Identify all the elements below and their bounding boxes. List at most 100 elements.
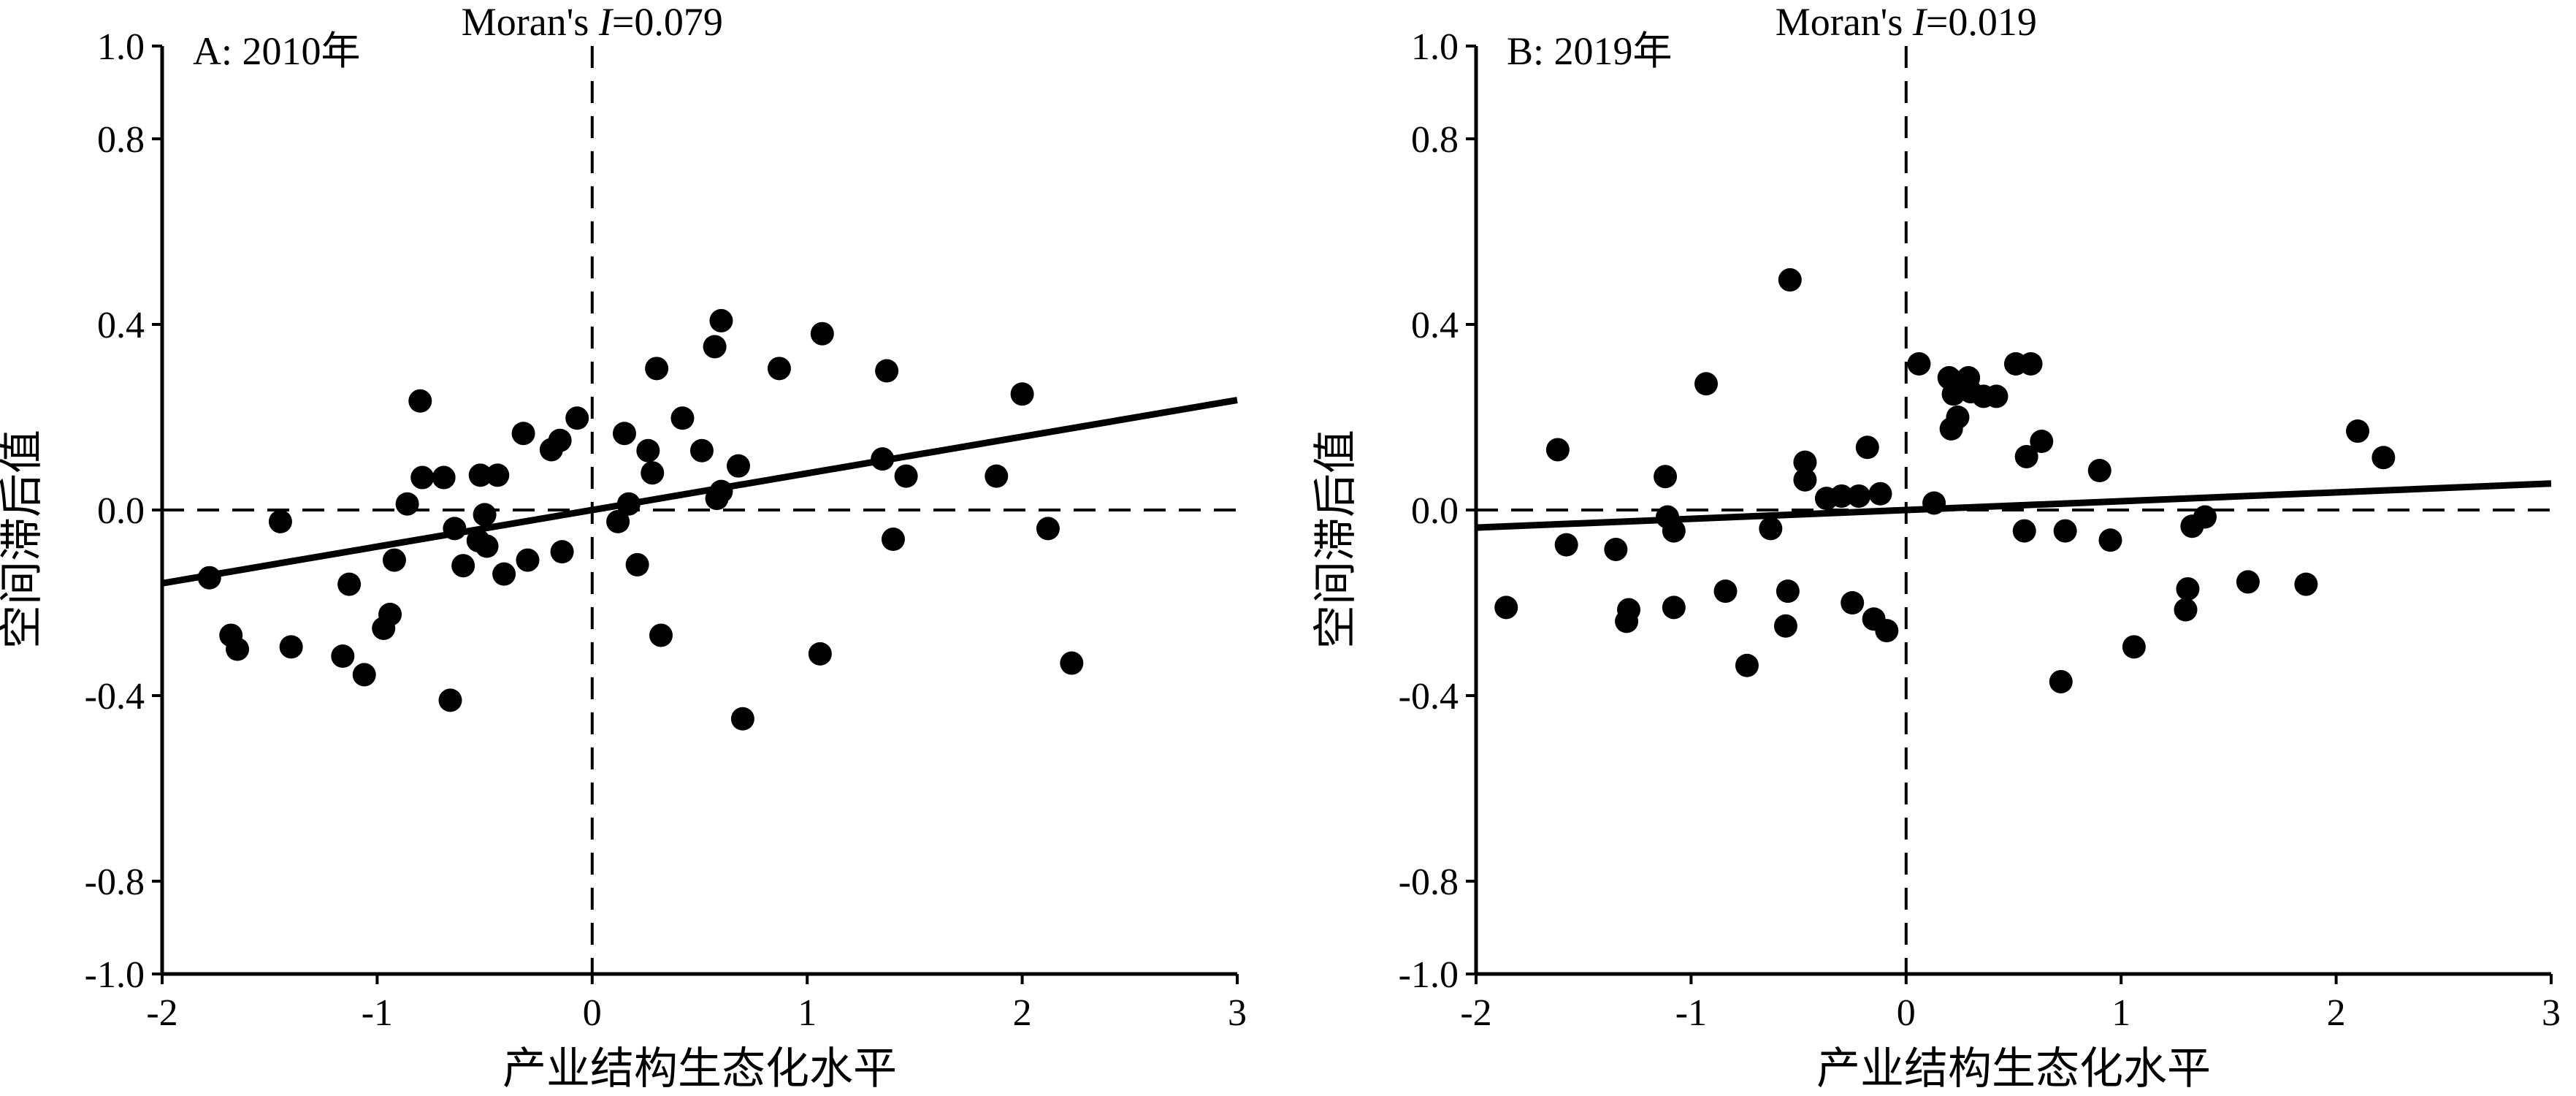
scatter-point xyxy=(810,321,834,346)
scatter-point xyxy=(1773,614,1797,638)
scatter-point xyxy=(331,644,355,669)
morans-i-annotation: Moran's I=0.079 xyxy=(462,0,723,44)
fit-line xyxy=(161,397,1238,587)
scatter-point xyxy=(1778,268,1802,292)
scatter-point xyxy=(645,357,669,381)
panel-label: A: 2010年 xyxy=(193,29,361,73)
y-tick-label: 0.0 xyxy=(1411,490,1459,532)
x-tick-label: 3 xyxy=(1228,992,1247,1034)
x-tick-label: -2 xyxy=(1460,992,1491,1034)
scatter-point xyxy=(486,463,510,487)
x-tick-label: 1 xyxy=(2111,992,2130,1034)
y-tick-label: -0.8 xyxy=(1399,861,1459,903)
scatter-point xyxy=(616,492,641,516)
scatter-point xyxy=(511,422,535,446)
scatter-point xyxy=(2019,351,2043,376)
scatter-point xyxy=(1855,435,1879,460)
scatter-point xyxy=(197,566,221,590)
scatter-point xyxy=(451,554,475,578)
scatter-point xyxy=(670,406,695,430)
scatter-point xyxy=(378,602,402,626)
scatter-point xyxy=(1010,382,1034,406)
y-tick-label: 1.0 xyxy=(97,26,145,68)
scatter-point xyxy=(636,438,660,463)
scatter-point xyxy=(1759,517,1783,541)
scatter-panel-1: -1.0 -0.8 -0.4 0.0 0.4 0.8 1.0 -2 -1 0 1 2 3 A: 2010年… xyxy=(0,0,1247,1093)
scatter-point xyxy=(606,509,630,533)
scatter-point xyxy=(548,428,572,452)
scatter-point xyxy=(1868,482,1892,506)
scatter-point xyxy=(1060,651,1084,675)
x-axis-title: 产业结构生态化水平 xyxy=(502,1045,897,1093)
scatter-point xyxy=(649,623,673,647)
scatter-point xyxy=(443,517,467,541)
scatter-point xyxy=(1662,519,1686,543)
scatter-point xyxy=(337,572,362,596)
scatter-point xyxy=(2193,505,2217,529)
scatter-point xyxy=(408,389,432,413)
scatter-point xyxy=(703,335,727,359)
x-tick-label: -2 xyxy=(146,992,177,1034)
y-axis-title: 空间滞后值 xyxy=(1312,430,1360,649)
scatter-point xyxy=(2012,519,2036,543)
scatter-point xyxy=(1554,533,1578,557)
scatter-point xyxy=(268,509,292,533)
scatter-point xyxy=(875,359,899,383)
scatter-panel-2: -1.0 -0.8 -0.4 0.0 0.4 0.8 1.0 -2 -1 0 1 2 3 B: 2019年… xyxy=(1312,0,2561,1093)
scatter-point xyxy=(2294,572,2318,596)
scatter-point xyxy=(2176,576,2200,601)
scatter-point xyxy=(2049,669,2073,693)
scatter-point xyxy=(1776,579,1800,604)
scatter-point xyxy=(1662,595,1686,620)
scatter-point xyxy=(352,663,376,687)
y-tick-label: 1.0 xyxy=(1411,26,1459,68)
scatter-point xyxy=(1907,351,1931,376)
scatter-point xyxy=(1875,619,1899,643)
scatter-point xyxy=(1847,484,1871,508)
scatter-point xyxy=(985,464,1009,488)
scatter-point xyxy=(550,540,574,564)
y-tick-label: 0.4 xyxy=(1411,305,1459,346)
scatter-point xyxy=(730,707,754,731)
scatter-point xyxy=(2174,598,2198,622)
x-tick-label: -1 xyxy=(362,992,393,1034)
scatter-point xyxy=(2030,430,2054,454)
scatter-point xyxy=(881,528,905,552)
scatter-point xyxy=(2053,519,2077,543)
scatter-point xyxy=(1694,372,1719,396)
scatter-point xyxy=(871,447,895,471)
scatter-point xyxy=(1793,468,1817,492)
scatter-point xyxy=(641,461,665,485)
x-tick-label: 3 xyxy=(2542,992,2561,1034)
scatter-point xyxy=(1735,653,1759,677)
y-tick-label: 0.4 xyxy=(97,305,145,346)
scatter-point xyxy=(612,422,636,446)
scatter-point xyxy=(689,438,714,463)
x-tick-label: 1 xyxy=(798,992,817,1034)
panel-label: B: 2019年 xyxy=(1507,29,1673,73)
scatter-point xyxy=(1617,598,1641,622)
scatter-point xyxy=(279,635,303,659)
scatter-point xyxy=(395,492,419,516)
scatter-point xyxy=(1494,595,1518,620)
x-tick-label: 0 xyxy=(1897,992,1916,1034)
scatter-point xyxy=(1604,537,1628,561)
scatter-point xyxy=(1922,491,1946,515)
scatter-point xyxy=(2014,444,2038,468)
scatter-point xyxy=(1841,591,1865,614)
scatter-point xyxy=(625,552,649,576)
y-tick-label: -0.4 xyxy=(1399,676,1459,718)
scatter-point xyxy=(767,357,791,381)
scatter-point xyxy=(468,463,492,487)
y-tick-label: 0.8 xyxy=(97,119,145,161)
scatter-point xyxy=(382,548,406,572)
y-tick-label: -1.0 xyxy=(85,954,145,996)
scatter-point xyxy=(2122,635,2146,659)
morans-i-annotation: Moran's I=0.019 xyxy=(1776,0,2037,44)
scatter-point xyxy=(438,688,462,712)
scatter-point xyxy=(709,479,733,503)
scatter-point xyxy=(1036,517,1060,541)
y-tick-label: -1.0 xyxy=(1399,954,1459,996)
scatter-point xyxy=(226,637,250,661)
scatter-point xyxy=(808,642,832,666)
